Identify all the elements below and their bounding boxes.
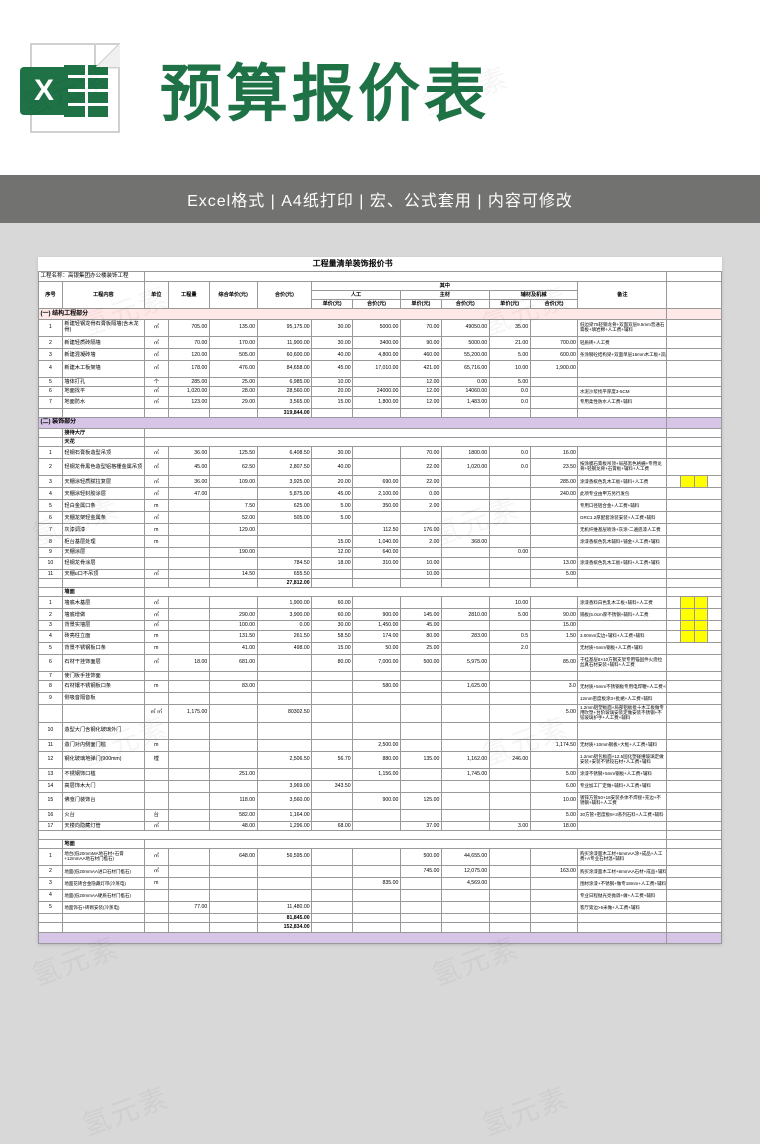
col-up: 综合单价(元) [209, 281, 257, 309]
table-row: 5墙体打孔个285.0025.006,985.0010.0012.000.005… [39, 378, 722, 387]
page-title: 预算报价表 [160, 43, 490, 133]
sheet-container: 工程量清单装饰报价书 工程名称：高银集团办公楼装饰工程 序号 工程内容 单位 工… [0, 223, 760, 964]
col-item: 工程内容 [62, 281, 144, 309]
table-row: 15佛龛门装饰台118.003,560.00900.00125.0010.00镀… [39, 792, 722, 809]
table-row: 10造型大门含钢化玻璃外门 [39, 722, 722, 739]
grand-total-row: 152,834.00 [39, 923, 722, 932]
table-row: 1新建轻钢龙骨石膏板隔墙(含木龙骨)㎡705.00135.0095,175.00… [39, 320, 722, 337]
table-row: 5地面饰石+砖砌安装(冷蒸电)77.0011,480.00客厅第边>5米做+人工… [39, 902, 722, 914]
table-row: 3新建混凝砖墙㎡120.00505.0060,600.0040.004,800.… [39, 349, 722, 361]
col-unit: 单位 [144, 281, 168, 309]
sub-reception: 接待大厅 [62, 428, 144, 437]
table-row: 3背景实墙层㎡100.000.0030.001,450.0045.0015.00 [39, 621, 722, 630]
col-seq: 序号 [39, 281, 63, 309]
table-row: 9天棚涂层190.0012.00640.000.00 [39, 548, 722, 557]
col-tot: 合价(元) [257, 281, 312, 309]
table-row: 1墙底木基层㎡1,900.0060.0010.00涂漆香料白色乳木工板+辅料+人… [39, 597, 722, 609]
table-row: 2墙底增做㎡290.003,900.0060.00900.00145.00281… [39, 609, 722, 621]
table-row: 6石材干挂饰面层㎡18.00681.0080.007,000.00500.005… [39, 654, 722, 671]
table-row: 4地面(低20mmAA硬质石材门槛石)专业日程抛光亮抛调+做+人工费+辅料 [39, 890, 722, 902]
table-row: 14高层饰木大门3,969.00343.506.00专业加工厂定做+辅料+人工费… [39, 780, 722, 792]
project-label: 工程名称：高银集团办公楼装饰工程 [39, 271, 145, 281]
excel-x-badge: X [20, 67, 68, 115]
watermark: 氢元素 [476, 1076, 574, 1144]
col-main: 主材 [400, 290, 489, 299]
subtitle-band: Excel格式 | A4纸打印 | 宏、公式套用 | 内容可修改 [0, 175, 760, 223]
excel-file-icon: X [30, 43, 120, 133]
header-band: X 预算报价表 [0, 0, 760, 175]
budget-table: 工程量清单装饰报价书 工程名称：高银集团办公楼装饰工程 序号 工程内容 单位 工… [38, 257, 722, 944]
table-row: 10轻钢龙骨涂层784.5018.00310.0010.0013.00涂漆香槟色… [39, 557, 722, 569]
subtotal-row: 27,812.00 [39, 578, 722, 587]
table-row [39, 830, 722, 839]
sub-ceiling: 天花 [62, 438, 144, 447]
table-row: 8柜台基层处理m15.001,040.002.00368.00涂漆香槟色乳木辅料… [39, 536, 722, 548]
table-row: 5背景不锈钢板口条m41.00498.0015.0050.0025.002.0无… [39, 642, 722, 654]
subtotal-row: 319,844.00 [39, 408, 722, 417]
table-row: 2轻钢龙骨黑色造型铝格栅金属吊顶㎡45.0062.502,807.5040.00… [39, 459, 722, 476]
col-aux: 辅材及机械 [489, 290, 578, 299]
table-row: 4新建木工板架墙㎡178.00476.0084,658.0045.0017,01… [39, 361, 722, 378]
table-row: 3天棚涂轻质腻拉复层㎡36.00109.003,925.0020.00690.0… [39, 476, 722, 488]
table-row: 2地面(低20mmAA进口石材门槛石)㎡745.0012,075.00163.0… [39, 866, 722, 878]
table-row: 8石材镶不锈钢板口条m83.00580.001,625.003.0无材质+5mm… [39, 680, 722, 692]
table-row: 1地台(低20mmMA地石材+石膏+12mmAA地石材门槛石)㎡648.0056… [39, 849, 722, 866]
table-row: 3地面花砖合金隐藏灯带(冷蒸电)m835.004,569.00围材涂漆+不锈钢+… [39, 878, 722, 890]
table-row: 11天棚u口不吊顶㎡14.50655.5010.005.00 [39, 569, 722, 578]
table-row: 16火台台582.001,164.005.0030方管+密度板8+3系列石料+人… [39, 809, 722, 821]
table-row: 1轻钢石膏板造型吊顶㎡36.00125.506,408.5030.0070.00… [39, 447, 722, 459]
watermark: 氢元素 [76, 1076, 174, 1144]
sub-floor: 地面 [62, 839, 144, 848]
col-mid: 其中 [312, 281, 578, 290]
col-qty: 工程量 [168, 281, 209, 309]
table-row: 5轻白金属口条m7.50625.005.00350.002.00专用口径铝合金+… [39, 500, 722, 512]
table-row: 13不锈钢饰口槛251.001,156.001,745.005.00涂漆不锈钢+… [39, 768, 722, 780]
table-row: 7使门板手挂饰面 [39, 671, 722, 680]
table-row: 2新建轻质砖隔墙㎡70.00170.0011,900.0030.003400.0… [39, 337, 722, 349]
col-labor: 人工 [312, 290, 401, 299]
table-row: 17天楼向隐藏灯管㎡48.001,296.0068.0037.003.0018.… [39, 821, 722, 830]
table-row: 9侧吸音隔音板12mm密度板涂3+批裙+人工费+辅料 [39, 692, 722, 704]
doc-title: 工程量清单装饰报价书 [39, 257, 667, 271]
table-row: ㎡ ㎡1,175.0080302.505.001.2mm铝塑板面+局部铝板批十木… [39, 704, 722, 722]
table-row: 12钢化玻璃地弹门(900mm)樘2,506.5056.70880.00135.… [39, 751, 722, 768]
spreadsheet: 工程量清单装饰报价书 工程名称：高银集团办公楼装饰工程 序号 工程内容 单位 工… [38, 257, 722, 944]
sub-wall: 墙面 [62, 588, 144, 597]
section-structure: (一) 结构工程部分 [39, 309, 667, 320]
col-rm: 备注 [578, 281, 667, 309]
subtotal-row: 81,845.00 [39, 914, 722, 923]
table-row: 11造门对内侧面门槛m2,500.001,174.50无材质+10mm钢板+大框… [39, 739, 722, 751]
table-row: 4砖亮柱立面m131.50261.5058.50174.0080.00283.0… [39, 630, 722, 642]
section-decor: (二) 装饰部分 [39, 417, 667, 428]
table-row: 6天棚龙架轻金属条㎡52.00505.005.00GRC1.2厚配套涂装安装+人… [39, 512, 722, 524]
table-row: 4天棚涂轻封胶涂层㎡47.005,875.0045.002,100.000.00… [39, 488, 722, 500]
table-row: 7地面防水㎡123.0029.003,565.0015.001,800.0012… [39, 396, 722, 408]
table-row: 7灰漆调漆m129.00112.50176.00无机纤维基层喷涂+灰涂-二遍底漆… [39, 524, 722, 536]
table-row: 6地面找平㎡1,020.0028.0028,560.0020.0024000.0… [39, 387, 722, 396]
